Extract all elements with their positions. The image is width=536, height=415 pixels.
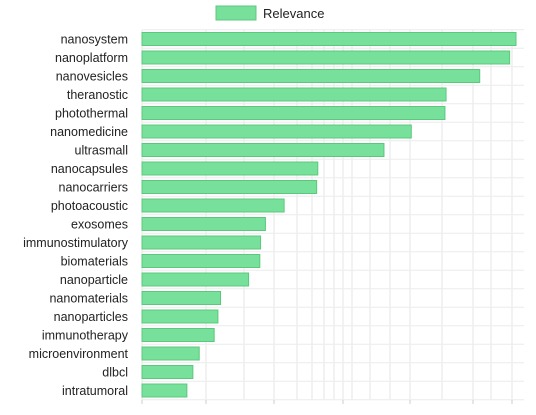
bar-nanosystem bbox=[141, 32, 517, 46]
category-label-nanoplatform: nanoplatform bbox=[55, 51, 128, 65]
category-label-immunotherapy: immunotherapy bbox=[42, 329, 129, 343]
bar-theranostic bbox=[141, 87, 447, 102]
category-label-photoacoustic: photoacoustic bbox=[51, 199, 128, 213]
legend-swatch bbox=[215, 5, 257, 21]
category-label-nanocapsules: nanocapsules bbox=[51, 162, 128, 176]
bar-biomaterials bbox=[141, 254, 261, 268]
category-label-nanosystem: nanosystem bbox=[61, 33, 128, 47]
category-label-microenvironment: microenvironment bbox=[29, 347, 129, 361]
category-label-theranostic: theranostic bbox=[67, 88, 128, 102]
category-label-nanocarriers: nanocarriers bbox=[59, 181, 128, 195]
category-label-nanomedicine: nanomedicine bbox=[50, 125, 128, 139]
category-label-nanovesicles: nanovesicles bbox=[56, 70, 128, 84]
bar-nanomedicine bbox=[141, 124, 412, 139]
category-label-intratumoral: intratumoral bbox=[62, 384, 128, 398]
legend: Relevance bbox=[215, 5, 324, 21]
category-label-nanoparticle: nanoparticle bbox=[60, 273, 128, 287]
bar-exosomes bbox=[141, 217, 266, 231]
bar-intratumoral bbox=[141, 383, 188, 398]
bar-nanocarriers bbox=[141, 180, 318, 194]
category-label-biomaterials: biomaterials bbox=[61, 255, 128, 269]
bar-immunotherapy bbox=[141, 328, 215, 342]
category-label-nanoparticles: nanoparticles bbox=[54, 310, 128, 324]
category-label-nanomaterials: nanomaterials bbox=[49, 292, 128, 306]
bar-nanoplatform bbox=[141, 50, 511, 65]
bar-dlbcl bbox=[141, 365, 194, 379]
category-labels: nanosystem nanoplatform nanovesicles theran… bbox=[23, 33, 129, 399]
bar-nanovesicles bbox=[141, 69, 481, 83]
category-label-dlbcl: dlbcl bbox=[102, 366, 128, 380]
bar-nanomaterials bbox=[141, 291, 222, 305]
bar-photoacoustic bbox=[141, 198, 285, 213]
bar-microenvironment bbox=[141, 346, 200, 361]
legend-label: Relevance bbox=[263, 6, 324, 21]
bar-immunostimulatory bbox=[141, 235, 262, 250]
bar-nanocapsules bbox=[141, 161, 319, 176]
category-label-ultrasmall: ultrasmall bbox=[75, 144, 129, 158]
bar-ultrasmall bbox=[141, 143, 385, 157]
category-label-immunostimulatory: immunostimulatory bbox=[23, 236, 129, 250]
bar-photothermal bbox=[141, 106, 446, 120]
bar-nanoparticles bbox=[141, 309, 219, 324]
bar-nanoparticle bbox=[141, 272, 250, 287]
category-label-exosomes: exosomes bbox=[71, 218, 128, 232]
category-label-photothermal: photothermal bbox=[55, 107, 128, 121]
bars bbox=[141, 32, 517, 398]
